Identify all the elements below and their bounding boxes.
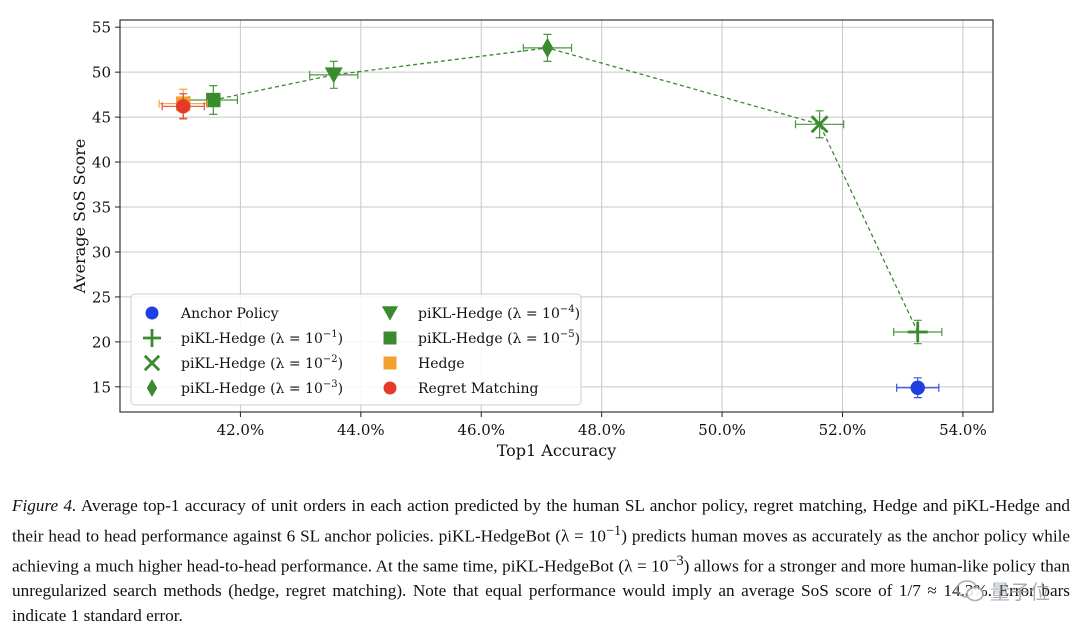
data-point xyxy=(910,380,925,395)
data-point xyxy=(176,99,191,114)
watermark: 量子位 xyxy=(956,576,1050,605)
x-tick-label: 44.0% xyxy=(337,421,385,439)
x-tick-label: 54.0% xyxy=(939,421,987,439)
y-tick-label: 40 xyxy=(92,154,111,172)
caption-exponent-1: −1 xyxy=(605,522,622,539)
legend-close-paren: ) xyxy=(338,356,343,372)
data-points xyxy=(158,33,943,399)
legend-label: Regret Matching xyxy=(418,381,539,397)
legend-close-paren: ) xyxy=(338,331,343,347)
x-axis-label: Top1 Accuracy xyxy=(497,441,617,460)
legend-label: piKL-Hedge (λ = 10−5) xyxy=(418,329,580,347)
legend-marker xyxy=(145,306,159,320)
x-tick-label: 52.0% xyxy=(819,421,867,439)
watermark-text: 量子位 xyxy=(990,580,1050,604)
figure: 42.0% 44.0% 46.0% 48.0% 50.0% 52.0% 54.0% 15 20 2… xyxy=(70,19,994,460)
data-point xyxy=(810,115,829,134)
legend: Anchor Policy piKL-Hedge (λ = 10−1) piKL-H… xyxy=(130,293,582,406)
legend-exponent: −3 xyxy=(323,379,338,390)
legend-close-paren: ) xyxy=(575,331,580,347)
legend-label: piKL-Hedge (λ = 10−4) xyxy=(418,304,580,322)
legend-label: piKL-Hedge (λ = 10−1) xyxy=(181,329,343,347)
legend-frame xyxy=(130,293,582,406)
legend-exponent: −1 xyxy=(323,329,338,340)
figure-caption: Figure 4. Average top-1 accuracy of unit… xyxy=(12,494,1070,628)
scatter-chart: 42.0% 44.0% 46.0% 48.0% 50.0% 52.0% 54.0% 15 20 2… xyxy=(70,19,994,460)
legend-marker xyxy=(143,329,161,347)
point-group-0 xyxy=(896,377,940,399)
wechat-icon xyxy=(956,579,984,601)
connecting-dashed-line xyxy=(213,47,919,333)
legend-label: Anchor Policy xyxy=(180,306,279,322)
legend-close-paren: ) xyxy=(575,306,580,322)
legend-marker xyxy=(383,381,397,395)
y-tick-label: 45 xyxy=(92,109,111,127)
legend-marker xyxy=(143,354,161,372)
legend-marker xyxy=(146,379,158,397)
data-point xyxy=(324,67,343,84)
caption-text-2: ) predicts human moves as accurately as … xyxy=(12,526,1071,576)
caption-text-1: Average top-1 accuracy of unit orders in… xyxy=(12,496,1071,546)
data-point xyxy=(907,321,928,342)
y-tick-label: 15 xyxy=(92,378,111,396)
x-tick-label: 42.0% xyxy=(217,421,265,439)
y-tick-label: 20 xyxy=(92,333,111,351)
point-group-1 xyxy=(893,319,943,345)
caption-exponent-2: −3 xyxy=(668,552,684,569)
plot-frame xyxy=(119,19,994,413)
y-tick-label: 50 xyxy=(92,64,111,82)
legend-exponent: −4 xyxy=(560,304,575,315)
y-tick-label: 30 xyxy=(92,243,111,261)
caption-lead: Figure 4. xyxy=(12,496,77,515)
data-point xyxy=(541,37,554,58)
y-tick-label: 25 xyxy=(92,288,111,306)
point-group-5 xyxy=(188,85,239,116)
y-axis-label: Average SoS Score xyxy=(70,139,89,295)
legend-exponent: −2 xyxy=(323,354,338,365)
x-tick-label: 46.0% xyxy=(457,421,505,439)
x-tick-label: 48.0% xyxy=(578,421,626,439)
legend-exponent: −5 xyxy=(560,329,575,340)
y-tick-label: 55 xyxy=(92,19,111,37)
y-tick-label: 35 xyxy=(92,199,111,217)
legend-label: piKL-Hedge (λ = 10−3) xyxy=(181,379,343,397)
legend-close-paren: ) xyxy=(338,381,343,397)
point-group-2 xyxy=(794,110,845,139)
legend-marker xyxy=(381,306,399,321)
x-tick-label: 50.0% xyxy=(698,421,746,439)
legend-marker xyxy=(383,331,397,345)
legend-label: Hedge xyxy=(418,356,465,372)
data-point xyxy=(206,92,221,108)
legend-marker xyxy=(383,356,397,370)
legend-label: piKL-Hedge (λ = 10−2) xyxy=(181,354,343,372)
point-group-4 xyxy=(309,60,359,89)
point-group-7 xyxy=(161,93,205,120)
point-group-3 xyxy=(522,33,573,62)
caption-text-3: ) allows for a stronger and more human-l… xyxy=(12,556,1070,625)
